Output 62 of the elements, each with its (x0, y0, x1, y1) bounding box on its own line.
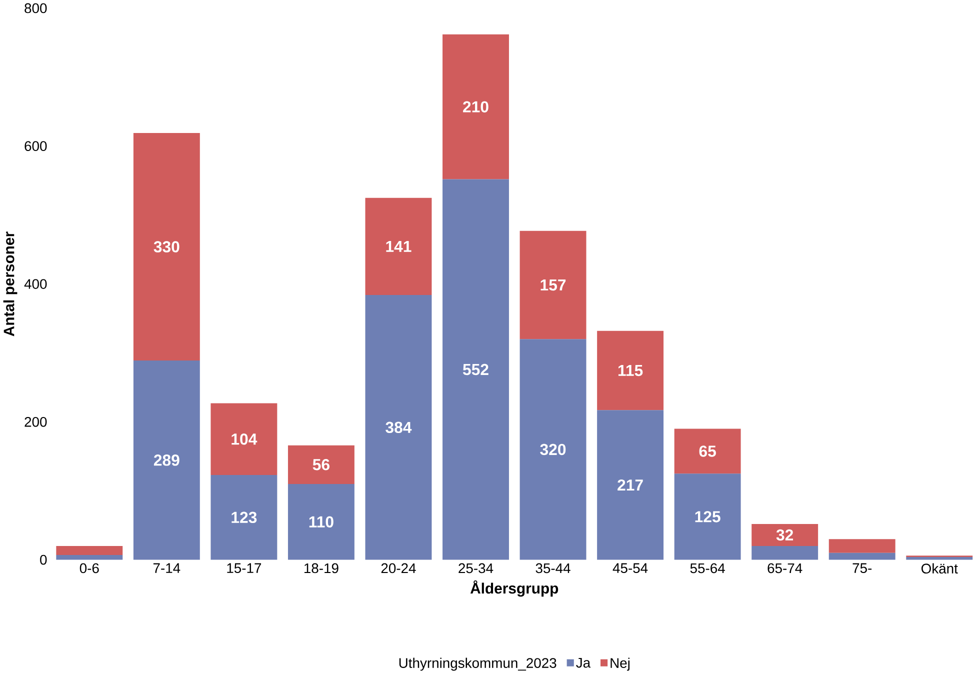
data-label: 217 (618, 479, 643, 490)
bar (210, 403, 278, 475)
data-label: 123 (232, 512, 257, 523)
bar (520, 230, 586, 340)
x-tick-label: 0-6 (80, 563, 99, 574)
legend-label: Nej (610, 658, 630, 671)
bar (752, 546, 818, 560)
bar (442, 34, 509, 180)
data-label: 330 (154, 241, 180, 252)
x-tick-label: 75- (852, 563, 872, 573)
data-label: 56 (312, 458, 330, 470)
bar (674, 473, 741, 560)
x-tick-label: 55-64 (690, 563, 725, 574)
data-label: 141 (386, 240, 412, 252)
bar (288, 445, 354, 484)
bar (56, 554, 123, 560)
data-label: 384 (386, 422, 412, 433)
y-tick-label: 800 (24, 3, 47, 14)
bar (828, 552, 896, 560)
x-tick-label: 20-24 (381, 563, 416, 574)
x-tick-label: 15-17 (227, 563, 262, 573)
data-label: 210 (463, 101, 488, 112)
bar (365, 294, 432, 560)
data-label: 125 (695, 510, 720, 522)
y-tick-label: 0 (40, 554, 47, 565)
bar (520, 339, 586, 560)
bar (597, 330, 664, 410)
x-tick-label: 45-54 (612, 563, 648, 573)
y-tick-label: 200 (24, 416, 47, 427)
x-tick-label: Okänt (921, 563, 958, 574)
x-tick-label: 25-34 (458, 563, 494, 574)
x-tick-label: 18-19 (304, 563, 338, 574)
bar (133, 360, 200, 560)
x-tick-label: 65-74 (768, 563, 802, 574)
data-label: 104 (232, 433, 258, 445)
bar (597, 410, 664, 560)
data-label: 115 (618, 364, 643, 376)
data-label: 552 (462, 364, 488, 375)
data-label: 289 (154, 454, 180, 466)
bar (288, 484, 354, 560)
bar (752, 524, 818, 546)
legend-label: Ja (576, 658, 591, 668)
data-label: 157 (540, 279, 566, 290)
data-label: 32 (776, 529, 794, 540)
bar (210, 474, 278, 560)
x-tick-label: 35-44 (536, 563, 570, 574)
data-label: 65 (699, 445, 716, 457)
data-label: 320 (540, 444, 566, 455)
bar (56, 546, 123, 555)
data-label: 110 (309, 516, 334, 528)
bar (674, 428, 741, 474)
legend-title: Uthyrningskommun_2023 (399, 658, 556, 671)
y-tick-label: 400 (24, 278, 47, 289)
y-axis-title: Antal personer (3, 232, 18, 336)
y-tick-label: 600 (24, 141, 47, 151)
bar (906, 556, 973, 560)
bar (133, 132, 200, 360)
bar (828, 538, 896, 553)
bar (365, 198, 432, 295)
x-axis-title: Åldersgrupp (470, 580, 558, 597)
x-tick-label: 7-14 (153, 563, 180, 573)
bar (442, 179, 509, 560)
